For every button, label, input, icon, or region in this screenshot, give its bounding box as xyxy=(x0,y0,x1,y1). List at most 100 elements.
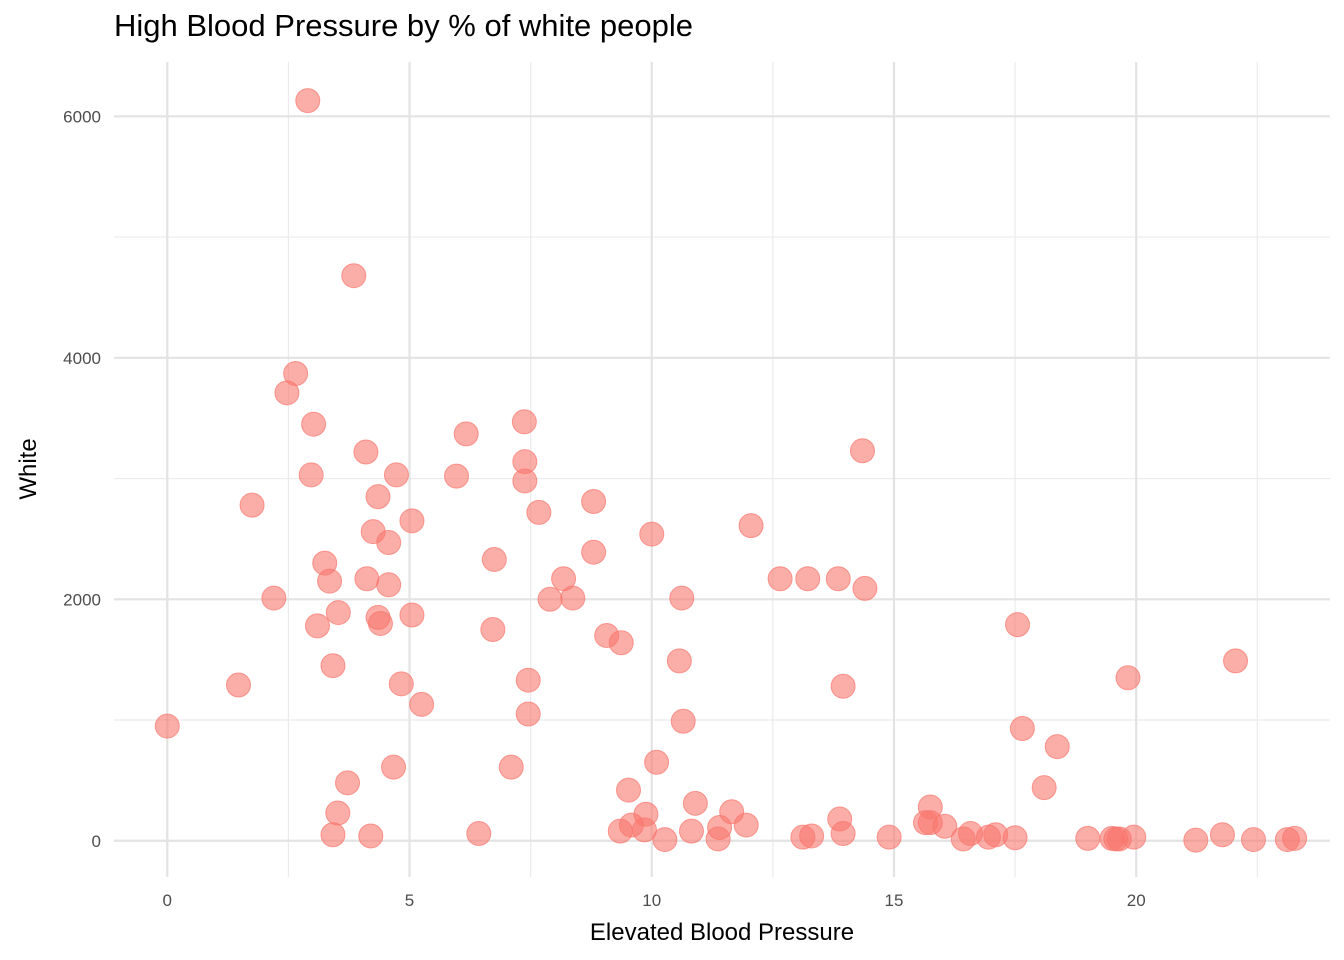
data-point xyxy=(409,691,435,717)
data-point xyxy=(325,600,351,626)
data-point xyxy=(383,462,409,488)
y-tick-label: 0 xyxy=(92,832,101,851)
data-point xyxy=(453,421,479,447)
data-point xyxy=(1106,826,1132,852)
data-point xyxy=(581,539,607,565)
data-point xyxy=(767,566,793,592)
data-point xyxy=(639,521,665,547)
data-point xyxy=(1240,827,1266,853)
data-point xyxy=(274,380,300,406)
y-axis-title: White xyxy=(15,438,42,499)
data-point xyxy=(320,653,346,679)
data-point xyxy=(1044,734,1070,760)
data-point xyxy=(652,827,678,853)
data-point xyxy=(644,749,670,775)
data-point xyxy=(381,754,407,780)
data-point xyxy=(335,770,361,796)
data-point xyxy=(376,572,402,598)
data-point xyxy=(852,575,878,601)
data-point xyxy=(733,812,759,838)
y-tick-label: 6000 xyxy=(63,107,101,126)
data-point xyxy=(367,610,393,636)
data-point xyxy=(825,566,851,592)
data-point xyxy=(682,790,708,816)
data-point xyxy=(526,499,552,525)
data-point xyxy=(444,463,470,489)
data-point xyxy=(261,585,287,611)
data-point xyxy=(615,777,641,803)
data-point xyxy=(678,818,704,844)
data-point xyxy=(1183,827,1209,853)
data-point xyxy=(399,602,425,628)
data-point xyxy=(320,822,346,848)
data-point xyxy=(1002,825,1028,851)
data-point xyxy=(298,462,324,488)
data-point xyxy=(950,826,976,852)
data-point xyxy=(795,566,821,592)
data-point xyxy=(466,821,492,847)
data-point xyxy=(480,616,506,642)
data-point xyxy=(388,671,414,697)
data-point xyxy=(515,667,541,693)
data-point xyxy=(705,826,731,852)
data-point xyxy=(1209,822,1235,848)
data-point xyxy=(399,508,425,534)
data-point xyxy=(876,824,902,850)
data-point xyxy=(515,701,541,727)
data-point xyxy=(239,492,265,518)
grid-layer xyxy=(114,62,1330,877)
data-point xyxy=(1075,825,1101,851)
data-point xyxy=(1009,715,1035,741)
data-point xyxy=(537,586,563,612)
data-point xyxy=(154,713,180,739)
data-point xyxy=(666,648,692,674)
tick-labels: 0 5 10 15 20 0 2000 4000 6000 xyxy=(63,107,1146,910)
data-point xyxy=(481,546,507,572)
x-tick-label: 15 xyxy=(885,891,904,910)
data-point xyxy=(1282,825,1308,851)
data-point xyxy=(607,818,633,844)
data-point xyxy=(560,585,586,611)
x-tick-label: 10 xyxy=(642,891,661,910)
x-axis-title: Elevated Blood Pressure xyxy=(590,919,854,946)
data-point xyxy=(670,708,696,734)
data-point xyxy=(325,800,351,826)
data-point xyxy=(365,484,391,510)
data-point xyxy=(341,263,367,289)
data-point xyxy=(358,823,384,849)
data-point xyxy=(376,530,402,556)
data-point xyxy=(608,630,634,656)
data-point xyxy=(738,513,764,539)
data-point xyxy=(511,409,537,435)
data-point xyxy=(353,439,379,465)
data-point xyxy=(317,568,343,594)
data-point xyxy=(295,88,321,114)
data-point xyxy=(669,585,695,611)
x-tick-label: 5 xyxy=(405,891,414,910)
data-point xyxy=(1223,648,1249,674)
data-point xyxy=(631,817,657,843)
data-point xyxy=(932,813,958,839)
data-point xyxy=(304,613,330,639)
data-point xyxy=(1031,775,1057,801)
data-point xyxy=(830,673,856,699)
data-point xyxy=(849,438,875,464)
data-point xyxy=(301,411,327,437)
data-point xyxy=(512,468,538,494)
y-tick-label: 4000 xyxy=(63,349,101,368)
data-point xyxy=(354,566,380,592)
data-point xyxy=(1115,665,1141,691)
data-point xyxy=(498,754,524,780)
points-layer xyxy=(154,88,1308,853)
x-tick-label: 0 xyxy=(163,891,172,910)
data-point xyxy=(226,672,252,698)
data-point xyxy=(1005,612,1031,638)
data-point xyxy=(790,824,816,850)
x-tick-label: 20 xyxy=(1127,891,1146,910)
data-point xyxy=(830,821,856,847)
chart-title: High Blood Pressure by % of white people xyxy=(114,8,693,43)
data-point xyxy=(581,488,607,514)
y-tick-label: 2000 xyxy=(63,590,101,609)
data-point xyxy=(975,824,1001,850)
